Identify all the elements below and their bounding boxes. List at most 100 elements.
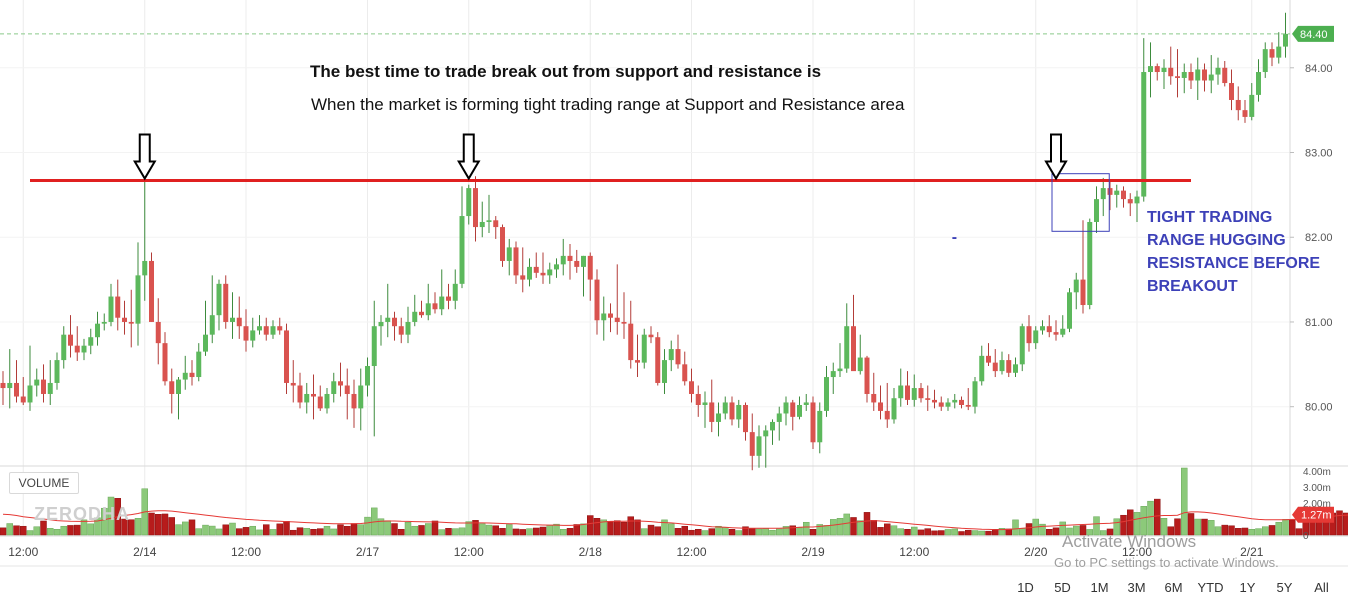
volume-bar <box>74 524 81 536</box>
annotation-subline: When the market is forming tight trading… <box>311 95 905 114</box>
volume-bar <box>1046 529 1053 536</box>
time-tick-label: 12:00 <box>1122 545 1152 559</box>
candle-up <box>405 321 411 335</box>
candle-up <box>898 385 904 399</box>
candle-up <box>1019 326 1025 365</box>
volume-bar <box>884 523 891 536</box>
activation-subtitle: Go to PC settings to activate Windows. <box>1054 555 1279 570</box>
volume-bar <box>317 528 324 536</box>
range-1m-button[interactable]: 1M <box>1090 580 1109 595</box>
candle-down <box>743 404 748 433</box>
volume-bar <box>182 521 189 536</box>
volume-bar <box>20 525 27 536</box>
range-5d-button[interactable]: 5D <box>1054 580 1071 595</box>
candle-down <box>689 381 694 394</box>
volume-bar <box>53 529 61 536</box>
volume-bar <box>222 524 229 536</box>
candle-up <box>196 351 202 378</box>
volume-bar <box>917 529 925 536</box>
volume-bar <box>735 530 742 536</box>
volume-bar <box>425 523 432 536</box>
time-tick-label: 2/20 <box>1024 545 1048 559</box>
candle-down <box>1235 99 1241 111</box>
candle-down <box>925 398 931 400</box>
volume-bar <box>1262 526 1269 536</box>
candle-up <box>1141 72 1147 197</box>
candle-up <box>1276 46 1282 58</box>
volume-bar <box>229 522 236 536</box>
volume-bar <box>492 525 499 536</box>
range-all-button[interactable]: All <box>1314 580 1329 595</box>
volume-bar <box>26 530 34 536</box>
candle-up <box>716 413 721 422</box>
candle-up <box>135 275 141 324</box>
candle-up <box>783 402 789 414</box>
candle-down <box>20 396 26 403</box>
volume-bar <box>769 529 776 536</box>
candle-down <box>635 360 640 363</box>
candle-down <box>965 404 971 407</box>
down-arrow-icon <box>133 133 157 181</box>
volume-bar <box>1241 527 1249 536</box>
volume-bar <box>1174 518 1181 536</box>
volume-bar <box>890 525 898 536</box>
volume-bar <box>944 529 952 536</box>
candle-up <box>61 334 67 361</box>
volume-bar <box>94 517 101 536</box>
candle-up <box>547 269 553 276</box>
candle-down <box>594 279 600 321</box>
candle-down <box>884 410 890 420</box>
volume-average-line <box>2 510 1348 531</box>
candle-down <box>392 317 397 327</box>
candle-up <box>385 317 391 322</box>
volume-bar <box>1012 519 1019 536</box>
volume-bar <box>60 525 67 536</box>
volume-bar <box>620 521 628 536</box>
volume-bar <box>560 529 567 536</box>
candle-down <box>1229 83 1234 100</box>
down-arrow-icon <box>1044 133 1068 181</box>
volume-bar <box>877 527 884 536</box>
candle-up <box>891 398 897 420</box>
range-1y-button[interactable]: 1Y <box>1239 580 1256 595</box>
volume-bar <box>634 519 641 536</box>
volume-bar <box>1248 529 1255 536</box>
range-ytd-button[interactable]: YTD <box>1197 580 1224 595</box>
volume-bar <box>971 530 979 536</box>
candle-up <box>1161 67 1167 73</box>
range-1d-button[interactable]: 1D <box>1017 580 1034 595</box>
range-5y-button[interactable]: 5Y <box>1276 580 1293 595</box>
candle-up <box>365 366 370 386</box>
candle-down <box>614 317 620 322</box>
volume-bar <box>749 528 756 536</box>
range-6m-button[interactable]: 6M <box>1164 580 1183 595</box>
candle-up <box>54 360 60 383</box>
candle-down <box>1188 72 1194 81</box>
price-tick-label: 83.00 <box>1305 148 1333 160</box>
annotation-dash: - <box>952 229 957 246</box>
range-3m-button[interactable]: 3M <box>1127 580 1146 595</box>
candle-up <box>216 283 222 316</box>
volume-bar <box>33 526 40 536</box>
volume-bar <box>1019 528 1026 536</box>
candle-up <box>601 313 607 321</box>
volume-tick-label: 3.00m <box>1303 483 1331 494</box>
volume-bar <box>431 520 439 536</box>
volume-bar <box>742 526 749 536</box>
volume-tick-label: 4.00m <box>1303 467 1331 478</box>
candle-up <box>736 404 742 420</box>
candle-down <box>1168 67 1174 77</box>
candle-down <box>351 393 357 409</box>
candle-down <box>729 402 735 420</box>
volume-bar <box>965 529 972 536</box>
volume-bar <box>863 512 871 536</box>
candle-down <box>959 399 964 405</box>
candle-up <box>857 357 863 372</box>
volume-bar <box>202 524 209 536</box>
candle-up <box>371 326 377 367</box>
volume-bar <box>681 525 688 536</box>
volume-bar <box>296 527 304 536</box>
volume-bar <box>452 528 459 536</box>
volume-bar <box>6 523 13 536</box>
candle-down <box>500 227 505 261</box>
